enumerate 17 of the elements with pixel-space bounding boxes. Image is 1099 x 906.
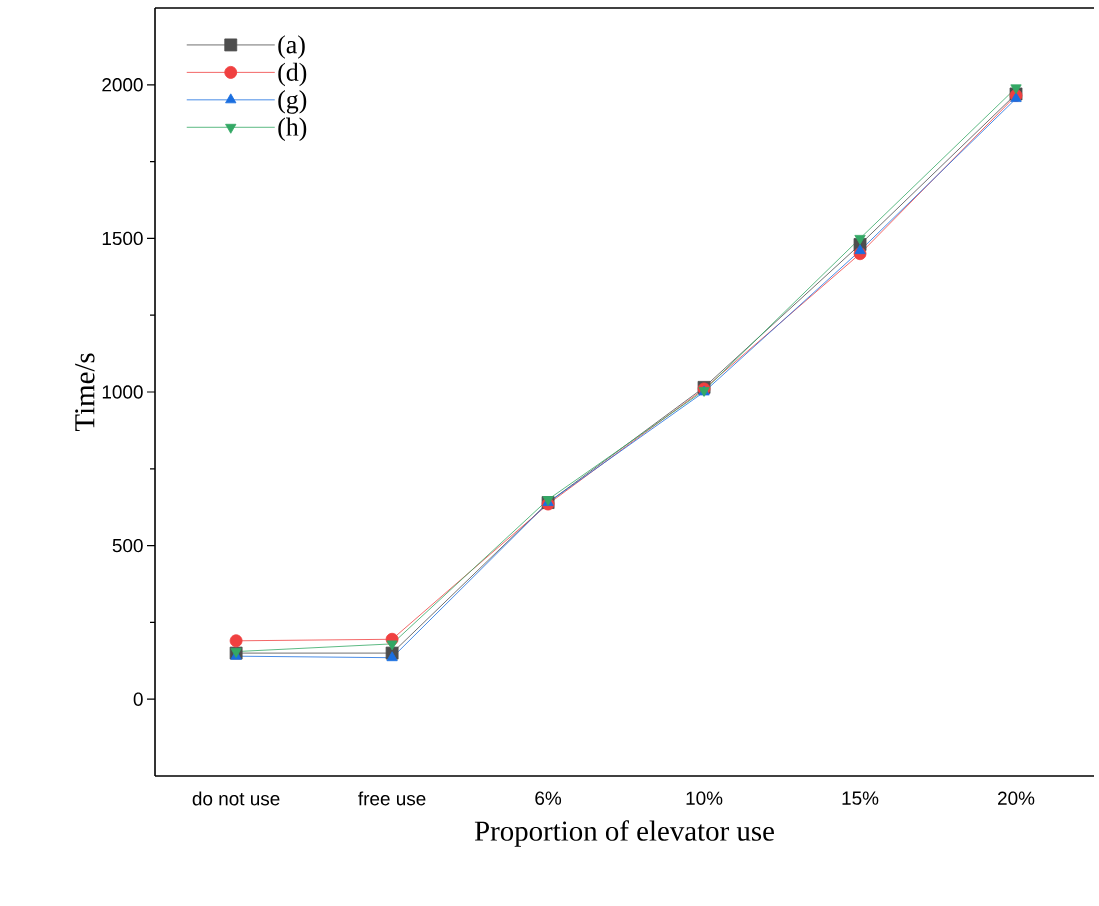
legend-label: (d) xyxy=(278,62,307,87)
y-tick-label: 500 xyxy=(112,538,143,553)
x-axis-title: Proportion of elevator use xyxy=(474,820,774,847)
x-tick-label: free use xyxy=(358,791,426,806)
x-tick-label: 6% xyxy=(535,791,562,805)
x-tick-label: 20% xyxy=(998,791,1035,805)
y-tick-label: 1000 xyxy=(102,385,143,399)
legend-label: (g) xyxy=(278,90,307,114)
x-tick-label: 10% xyxy=(686,791,723,805)
y-tick-label: 1500 xyxy=(102,231,143,246)
x-tick-label: do not use xyxy=(192,791,280,806)
y-tick-label: 0 xyxy=(133,692,143,706)
legend-label: (h) xyxy=(278,117,307,142)
y-axis-title: Time/s xyxy=(75,353,95,432)
legend-label: (a) xyxy=(278,35,305,59)
x-tick-label: 15% xyxy=(842,791,879,805)
y-tick-label: 2000 xyxy=(102,78,143,92)
